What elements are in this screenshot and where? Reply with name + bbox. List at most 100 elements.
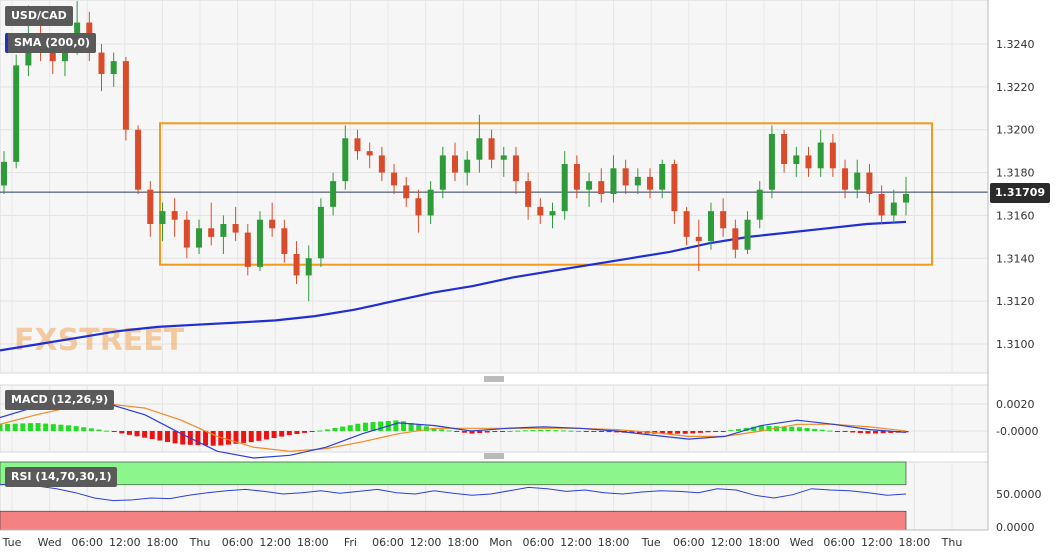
- macd-histogram-bar-positive: [73, 426, 79, 431]
- time-tick-label: 18:00: [297, 536, 329, 549]
- macd-histogram-bar-positive: [43, 423, 49, 431]
- macd-histogram-bar-negative: [142, 431, 148, 438]
- macd-histogram-bar-positive: [576, 430, 582, 432]
- candle-bearish: [537, 206, 544, 216]
- rsi-indicator-label[interactable]: RSI (14,70,30,1): [5, 467, 118, 487]
- time-tick-label: Fri: [344, 536, 357, 549]
- macd-histogram-bar-positive: [347, 425, 353, 431]
- candle-bullish: [110, 61, 117, 74]
- time-tick-label: 06:00: [71, 536, 103, 549]
- candle-bullish: [220, 224, 227, 237]
- candle-bearish: [208, 228, 215, 237]
- macd-histogram-bar-negative: [263, 431, 269, 440]
- macd-histogram-bar-negative: [149, 431, 155, 440]
- macd-histogram-bar-negative: [713, 431, 719, 432]
- time-tick-label: 18:00: [447, 536, 479, 549]
- macd-histogram-bar-negative: [111, 431, 117, 433]
- candle-bullish: [317, 206, 324, 259]
- macd-histogram-bar-positive: [545, 429, 551, 431]
- time-tick-label: 12:00: [560, 536, 592, 549]
- candle-bearish: [293, 254, 300, 276]
- macd-histogram-bar-positive: [416, 424, 422, 431]
- candle-bullish: [305, 258, 312, 276]
- macd-histogram-bar-positive: [789, 426, 795, 431]
- macd-histogram-bar-positive: [515, 430, 521, 432]
- candle-bearish: [269, 219, 276, 229]
- macd-histogram-bar-positive: [104, 430, 110, 432]
- macd-histogram-bar-positive: [401, 421, 407, 431]
- macd-histogram-bar-positive: [804, 428, 810, 431]
- candle-bullish: [744, 219, 751, 250]
- candle-bearish: [122, 61, 129, 130]
- macd-histogram-bar-positive: [5, 423, 11, 431]
- macd-histogram-bar-positive: [393, 420, 399, 431]
- macd-histogram-bar-positive: [446, 430, 452, 432]
- macd-histogram-bar-negative: [294, 431, 300, 435]
- candle-bearish: [866, 172, 873, 194]
- macd-histogram-bar-negative: [873, 431, 879, 434]
- rsi-oversold-zone: [0, 510, 907, 531]
- macd-histogram-bar-positive: [378, 421, 384, 431]
- macd-histogram-bar-positive: [58, 424, 64, 431]
- candle-bullish: [634, 176, 641, 186]
- macd-histogram-bar-negative: [834, 431, 840, 432]
- time-tick-label: 18:00: [598, 536, 630, 549]
- time-tick-label: 06:00: [673, 536, 705, 549]
- price-panel: [0, 0, 989, 374]
- macd-histogram-bar-negative: [256, 431, 262, 441]
- macd-histogram-bar-negative: [598, 431, 604, 432]
- macd-histogram-bar-positive: [568, 430, 574, 432]
- time-tick-label: 06:00: [372, 536, 404, 549]
- macd-histogram-bar-negative: [682, 431, 688, 434]
- macd-histogram-bar-negative: [697, 431, 703, 433]
- macd-histogram-bar-positive: [530, 430, 536, 432]
- candle-bearish: [452, 155, 458, 173]
- candle-bullish: [561, 164, 568, 212]
- macd-histogram-bar-positive: [827, 430, 833, 432]
- price-tick-label: 1.3140: [996, 252, 1035, 265]
- macd-histogram-bar-positive: [553, 430, 559, 432]
- candle-bullish: [586, 181, 593, 190]
- candle-bullish: [159, 211, 166, 224]
- candle-bearish: [49, 48, 56, 62]
- macd-indicator-label[interactable]: MACD (12,26,9): [5, 390, 115, 410]
- macd-histogram-bar-negative: [157, 431, 163, 441]
- panel-resize-handle[interactable]: [484, 453, 504, 459]
- macd-histogram-bar-positive: [766, 425, 772, 431]
- macd-histogram-bar-positive: [340, 426, 346, 431]
- candle-bearish: [415, 198, 422, 216]
- time-tick-label: Mon: [489, 536, 512, 549]
- candle-bearish: [232, 224, 239, 233]
- candle-bullish: [196, 228, 203, 248]
- time-tick-label: 06:00: [523, 536, 555, 549]
- panel-resize-handle[interactable]: [484, 376, 504, 382]
- sma-indicator-label[interactable]: SMA (200,0): [5, 33, 97, 53]
- macd-histogram-bar-negative: [233, 431, 239, 444]
- candle-bearish: [683, 211, 690, 237]
- macd-histogram-bar-positive: [66, 425, 72, 431]
- candle-bullish: [659, 164, 666, 190]
- macd-histogram-bar-positive: [431, 428, 437, 431]
- candle-bullish: [1, 161, 7, 186]
- macd-histogram-bar-positive: [538, 429, 544, 431]
- time-tick-label: 18:00: [748, 536, 780, 549]
- macd-histogram-bar-negative: [172, 431, 178, 444]
- macd-histogram-bar-negative: [903, 431, 909, 433]
- candle-bullish: [610, 168, 617, 194]
- macd-histogram-bar-negative: [637, 431, 643, 434]
- candle-bearish: [720, 211, 727, 229]
- time-tick-label: Thu: [189, 536, 211, 549]
- time-tick-label: 12:00: [711, 536, 743, 549]
- macd-histogram-bar-positive: [12, 423, 18, 431]
- macd-panel: [0, 384, 989, 453]
- candle-bearish: [622, 168, 629, 186]
- candle-bearish: [366, 151, 373, 156]
- macd-histogram-bar-positive: [50, 424, 56, 431]
- time-tick-label: 12:00: [259, 536, 291, 549]
- macd-histogram-bar-negative: [583, 431, 589, 432]
- macd-histogram-bar-negative: [454, 431, 460, 432]
- macd-histogram-bar-positive: [560, 430, 566, 432]
- candle-bullish: [890, 202, 897, 216]
- macd-histogram-bar-positive: [439, 429, 445, 431]
- candle-bullish: [793, 155, 800, 164]
